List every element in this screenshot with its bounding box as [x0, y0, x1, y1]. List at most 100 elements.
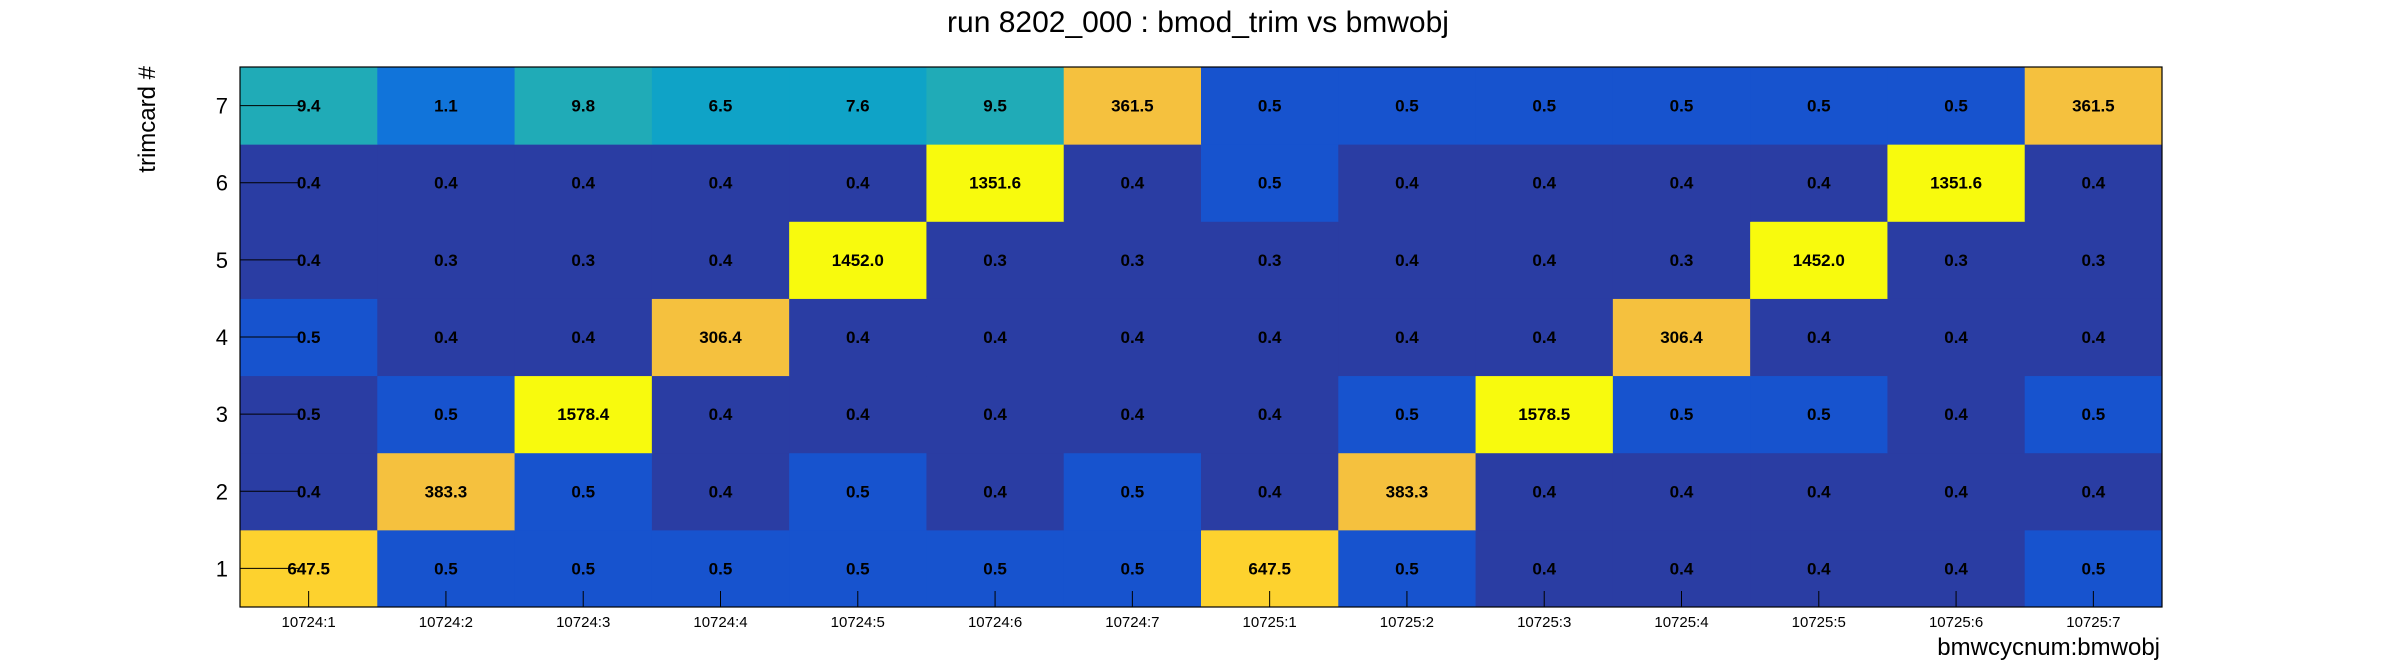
- y-tick-label: 3: [216, 402, 228, 427]
- cell-value-label: 0.5: [1258, 97, 1282, 116]
- cell-value-label: 0.4: [846, 405, 870, 424]
- heatmap-cell: [1063, 221, 1202, 299]
- cell-value-label: 0.4: [1944, 405, 1968, 424]
- cell-value-label: 0.3: [2082, 251, 2106, 270]
- y-tick-label: 1: [216, 556, 228, 581]
- heatmap-cell: [1475, 221, 1614, 299]
- cell-value-labels: 647.5 0.5 0.5 0.5 0.5 0.5 0.5 647.5 0.5 0.4 0.4 0.4…: [287, 97, 2114, 579]
- x-tick-label: 10724:4: [693, 614, 747, 631]
- cell-value-label: 0.5: [2082, 405, 2106, 424]
- cell-value-label: 0.3: [983, 251, 1007, 270]
- heatmap-cell: [1201, 221, 1339, 299]
- heatmap-cell: [651, 144, 790, 222]
- x-tick-label: 10725:3: [1517, 614, 1571, 631]
- x-tick-label: 10725:2: [1380, 614, 1434, 631]
- cell-value-label: 0.3: [434, 251, 458, 270]
- heatmap-cell: [789, 452, 927, 531]
- x-tick-label: 10725:4: [1654, 614, 1708, 631]
- heatmap-cells: [240, 67, 2163, 608]
- cell-value-label: 1351.6: [969, 174, 1021, 193]
- cell-value-label: 383.3: [425, 482, 468, 501]
- cell-value-label: 0.5: [434, 559, 458, 578]
- heatmap-cell: [651, 452, 790, 531]
- cell-value-label: 0.4: [297, 251, 321, 270]
- cell-value-label: 306.4: [1660, 328, 1703, 347]
- heatmap-cell: [1338, 375, 1477, 454]
- x-tick-label: 10724:7: [1105, 614, 1159, 631]
- cell-value-label: 0.5: [1532, 97, 1556, 116]
- cell-value-label: 0.5: [1944, 97, 1968, 116]
- heatmap-cell: [2024, 375, 2163, 454]
- heatmap-cell: [1612, 67, 1751, 145]
- heatmap-cell: [1887, 144, 2026, 222]
- heatmap-cell: [1063, 144, 1202, 222]
- heatmap-cell: [926, 221, 1065, 299]
- heatmap-cell: [1750, 375, 1888, 454]
- heatmap-cell: [926, 298, 1065, 377]
- cell-value-label: 0.4: [434, 328, 458, 347]
- cell-value-label: 0.4: [571, 328, 595, 347]
- cell-value-label: 0.5: [1395, 559, 1419, 578]
- heatmap-cell: [789, 221, 927, 299]
- cell-value-label: 0.4: [1670, 559, 1694, 578]
- cell-value-label: 0.4: [1944, 482, 1968, 501]
- cell-value-label: 0.3: [1944, 251, 1968, 270]
- cell-value-label: 0.4: [1944, 328, 1968, 347]
- heatmap-cell: [789, 375, 927, 454]
- cell-value-label: 0.4: [1807, 482, 1831, 501]
- heatmap-cell: [514, 67, 653, 145]
- cell-value-label: 0.4: [1395, 174, 1419, 193]
- cell-value-label: 0.4: [1258, 405, 1282, 424]
- x-tick-label: 10724:1: [282, 614, 336, 631]
- cell-value-label: 0.5: [434, 405, 458, 424]
- y-tick-label: 2: [216, 479, 228, 504]
- heatmap-cell: [926, 452, 1065, 531]
- x-tick-label: 10724:6: [968, 614, 1022, 631]
- heatmap-cell: [514, 298, 653, 377]
- cell-value-label: 0.4: [983, 482, 1007, 501]
- heatmap-cell: [1201, 298, 1339, 377]
- cell-value-label: 0.4: [1121, 174, 1145, 193]
- cell-value-label: 0.3: [1670, 251, 1694, 270]
- cell-value-label: 9.8: [571, 97, 595, 116]
- cell-value-label: 0.5: [1395, 97, 1419, 116]
- cell-value-label: 0.4: [297, 482, 321, 501]
- heatmap-cell: [2024, 67, 2163, 145]
- chart-title: run 8202_000 : bmod_trim vs bmwobj: [947, 6, 1449, 39]
- heatmap-cell: [789, 67, 927, 145]
- cell-value-label: 9.4: [297, 97, 321, 116]
- cell-value-label: 0.3: [571, 251, 595, 270]
- heatmap-cell: [1201, 67, 1339, 145]
- cell-value-label: 1351.6: [1930, 174, 1982, 193]
- heatmap-cell: [1338, 221, 1477, 299]
- heatmap-cell: [1475, 452, 1614, 531]
- y-tick-label: 6: [216, 171, 228, 196]
- cell-value-label: 0.4: [571, 174, 595, 193]
- cell-value-label: 647.5: [287, 559, 330, 578]
- cell-value-label: 1452.0: [1793, 251, 1845, 270]
- heatmap-cell: [926, 144, 1065, 222]
- heatmap-cell: [377, 375, 516, 454]
- cell-value-label: 0.5: [1807, 97, 1831, 116]
- heatmap-cell: [1338, 298, 1477, 377]
- cell-value-label: 1.1: [434, 97, 458, 116]
- cell-value-label: 0.4: [2082, 328, 2106, 347]
- cell-value-label: 0.4: [1807, 559, 1831, 578]
- cell-value-label: 0.4: [1670, 482, 1694, 501]
- cell-value-label: 0.4: [846, 174, 870, 193]
- heatmap-cell: [1201, 144, 1339, 222]
- heatmap-cell: [1475, 375, 1614, 454]
- cell-value-label: 0.4: [846, 328, 870, 347]
- cell-value-label: 361.5: [2072, 97, 2115, 116]
- heatmap-cell: [1750, 298, 1888, 377]
- heatmap-cell: [1475, 144, 1614, 222]
- cell-value-label: 0.5: [1121, 482, 1145, 501]
- heatmap-cell: [1201, 452, 1339, 531]
- x-tick-label: 10725:5: [1792, 614, 1846, 631]
- cell-value-label: 0.5: [709, 559, 733, 578]
- cell-value-label: 0.5: [2082, 559, 2106, 578]
- heatmap-cell: [1612, 144, 1751, 222]
- cell-value-label: 0.4: [1121, 328, 1145, 347]
- heatmap-cell: [377, 221, 516, 299]
